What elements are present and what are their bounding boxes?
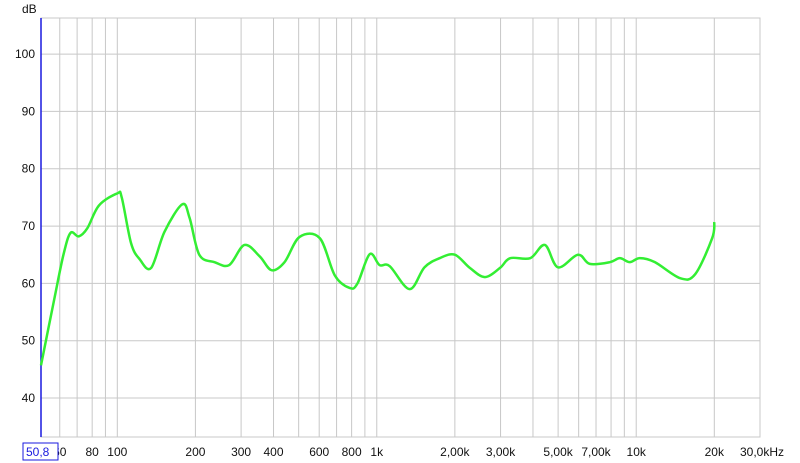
x-tick-label: 200	[185, 445, 205, 459]
x-tick-label: 30,0kHz	[740, 445, 784, 459]
y-tick-label: 70	[22, 219, 36, 233]
y-tick-label: 90	[22, 104, 36, 118]
y-tick-label: 40	[22, 391, 36, 405]
cursor-readout: 50,8	[26, 445, 50, 459]
series-line	[39, 190, 716, 366]
x-tick-label: 7,00k	[581, 445, 611, 459]
x-tick-label: 2,00k	[440, 445, 470, 459]
x-tick-label: 20k	[705, 445, 725, 459]
x-tick-label: 1k	[370, 445, 384, 459]
x-tick-label: 100	[107, 445, 127, 459]
y-axis-label: dB	[22, 2, 37, 16]
series-layer	[39, 190, 716, 366]
x-tick-label: 5,00k	[543, 445, 573, 459]
x-tick-label: 400	[264, 445, 284, 459]
x-tick-label: 80	[85, 445, 99, 459]
plot-area	[40, 17, 761, 438]
cursor-readout-box	[22, 442, 59, 461]
x-tick-label: 800	[342, 445, 362, 459]
x-tick-label: 300	[231, 445, 251, 459]
y-tick-label: 100	[15, 47, 35, 61]
y-tick-label: 80	[22, 162, 36, 176]
grid	[40, 17, 761, 438]
x-tick-label: 600	[309, 445, 329, 459]
y-tick-label: 50	[22, 334, 36, 348]
x-tick-label: 3,00k	[486, 445, 516, 459]
y-tick-label: 60	[22, 276, 36, 290]
x-tick-label: 10k	[627, 445, 647, 459]
